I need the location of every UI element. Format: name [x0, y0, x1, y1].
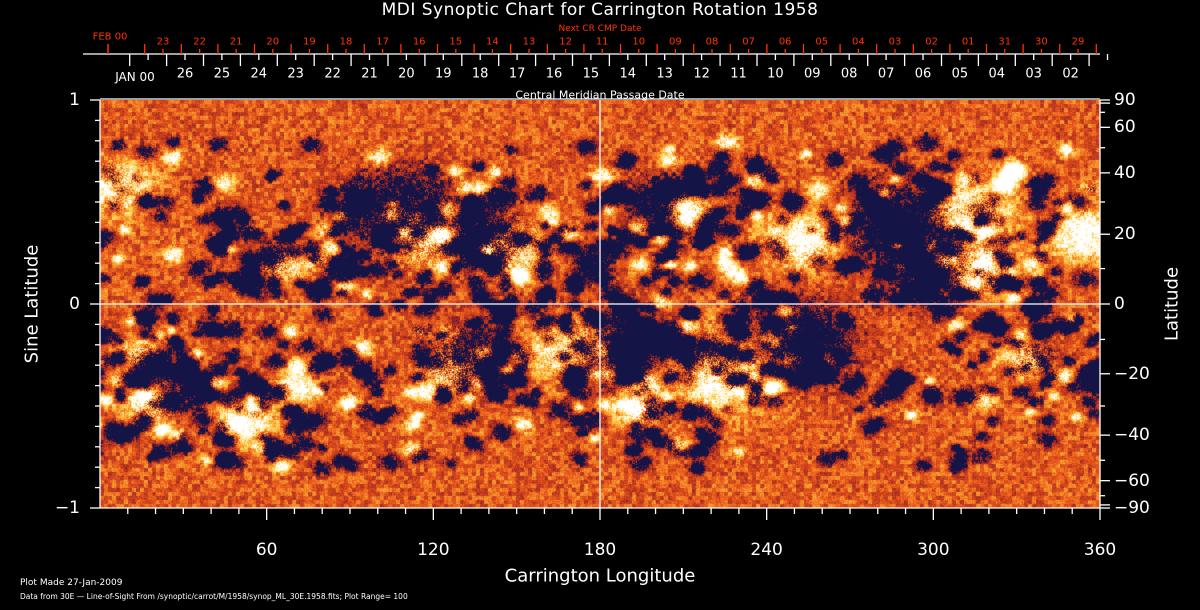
next-cmp-date-label: 14	[486, 36, 499, 48]
next-cmp-axis-title: Next CR CMP Date	[558, 24, 642, 34]
y-tick-label-right: 0	[1114, 294, 1125, 314]
y-axis-title-right: Latitude	[1161, 266, 1183, 342]
next-cmp-date-label: 06	[778, 36, 792, 48]
x-tick-label: 120	[417, 540, 450, 560]
cmp-date-label: 08	[840, 66, 858, 82]
cmp-date-label: 10	[767, 66, 784, 82]
x-tick-label: 240	[750, 540, 783, 560]
next-cmp-date-label: 10	[632, 36, 646, 48]
next-cmp-date-label: 20	[266, 36, 280, 48]
cmp-date-label: 25	[213, 66, 231, 82]
cmp-date-label: 23	[287, 66, 304, 82]
x-tick-label: 300	[917, 540, 950, 560]
next-cmp-date-label: 03	[888, 36, 902, 48]
x-tick-label: 180	[583, 540, 617, 560]
next-cmp-date-label: 23	[156, 36, 170, 48]
cmp-date-label: 05	[951, 66, 969, 82]
y-tick-label-right: −20	[1114, 363, 1150, 384]
cmp-date-label: 22	[324, 66, 341, 82]
next-cmp-date-label: 09	[669, 36, 682, 48]
next-cmp-date-label: 30	[1035, 36, 1048, 48]
next-cmp-month-label: FEB 00	[92, 31, 128, 43]
next-cmp-date-label: 29	[1071, 36, 1085, 48]
data-source-note: Data from 30E — Line-of-Sight From /syno…	[20, 592, 408, 601]
cmp-date-label: 02	[1062, 66, 1079, 82]
cmp-date-label: 13	[656, 66, 673, 82]
y-tick-label-right: −90	[1114, 498, 1150, 518]
next-cmp-date-label: 08	[705, 36, 719, 48]
x-tick-label: 60	[255, 540, 278, 560]
cmp-date-label: 11	[730, 66, 747, 82]
cmp-date-label: 18	[471, 66, 489, 82]
cmp-date-label: 16	[545, 66, 563, 82]
next-cmp-date-label: 22	[193, 36, 206, 48]
y-tick-label-right: 20	[1114, 224, 1136, 245]
x-axis-title: Carrington Longitude	[504, 565, 696, 587]
y-tick-label-right: 60	[1114, 117, 1136, 138]
cmp-date-label: 17	[508, 66, 526, 82]
cmp-date-label: 07	[877, 66, 895, 82]
cmp-date-label: 03	[1025, 66, 1042, 82]
cmp-date-label: 12	[693, 66, 710, 82]
plot-made-note: Plot Made 27-Jan-2009	[20, 578, 123, 588]
y-tick-label-right: 90	[1114, 90, 1136, 110]
y-tick-label-left: 0	[69, 294, 80, 314]
cmp-date-label: 21	[361, 66, 378, 82]
y-tick-label-left: 1	[69, 90, 80, 110]
cmp-date-label: 09	[804, 66, 821, 82]
next-cmp-date-label: 16	[412, 36, 426, 48]
next-cmp-date-label: 13	[522, 36, 536, 48]
cmp-date-label: 14	[619, 66, 637, 82]
cmp-date-label: 04	[988, 66, 1006, 82]
cmp-date-label: 06	[914, 66, 932, 82]
y-tick-label-right: −60	[1114, 470, 1150, 491]
next-cmp-date-label: 18	[339, 36, 353, 48]
cmp-date-label: 15	[582, 66, 600, 82]
next-cmp-date-label: 21	[229, 36, 243, 48]
next-cmp-date-label: 02	[925, 36, 938, 48]
y-tick-label-right: −40	[1114, 425, 1150, 446]
next-cmp-date-label: 12	[559, 36, 572, 48]
next-cmp-date-label: 05	[815, 36, 829, 48]
y-tick-label-right: 40	[1114, 162, 1136, 183]
cmp-axis-title: Central Meridian Passage Date	[515, 88, 685, 102]
y-axis-title-left: Sine Latitude	[21, 244, 43, 364]
next-cmp-date-label: 17	[376, 36, 389, 48]
x-tick-label: 360	[1083, 540, 1117, 560]
next-cmp-date-label: 19	[303, 36, 316, 48]
next-cmp-date-label: 07	[742, 36, 755, 48]
cmp-date-label: 26	[176, 66, 194, 82]
next-cmp-date-label: 01	[961, 36, 975, 48]
next-cmp-date-label: 31	[998, 36, 1012, 48]
cmp-date-label: 19	[435, 66, 452, 82]
cmp-month-label: JAN 00	[115, 70, 155, 84]
next-cmp-date-label: 15	[449, 36, 463, 48]
cmp-date-label: 20	[398, 66, 415, 82]
chart-title: MDI Synoptic Chart for Carrington Rotati…	[381, 0, 819, 20]
next-cmp-date-label: 11	[595, 36, 609, 48]
next-cmp-date-label: 04	[852, 36, 865, 48]
cmp-date-label: 24	[250, 66, 268, 82]
y-tick-label-left: −1	[54, 498, 80, 518]
